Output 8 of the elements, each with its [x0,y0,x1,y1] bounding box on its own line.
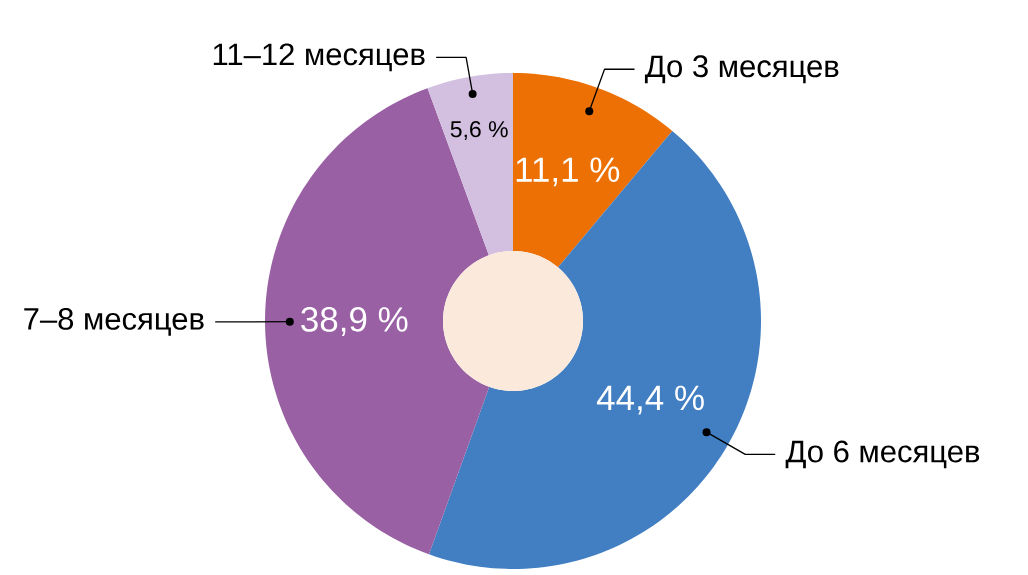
data-label: 38,9 % [301,307,408,336]
data-label: 5,6 % [450,121,508,141]
slice-label: 7–8 месяцев [24,307,204,336]
slice-label: До 6 месяцев [785,440,980,469]
slice-label: 11–12 месяцев [213,43,425,72]
data-label: 11,1 % [516,157,620,187]
slice-label: До 3 месяцев [644,55,839,84]
data-label: 44,4 % [596,385,704,415]
